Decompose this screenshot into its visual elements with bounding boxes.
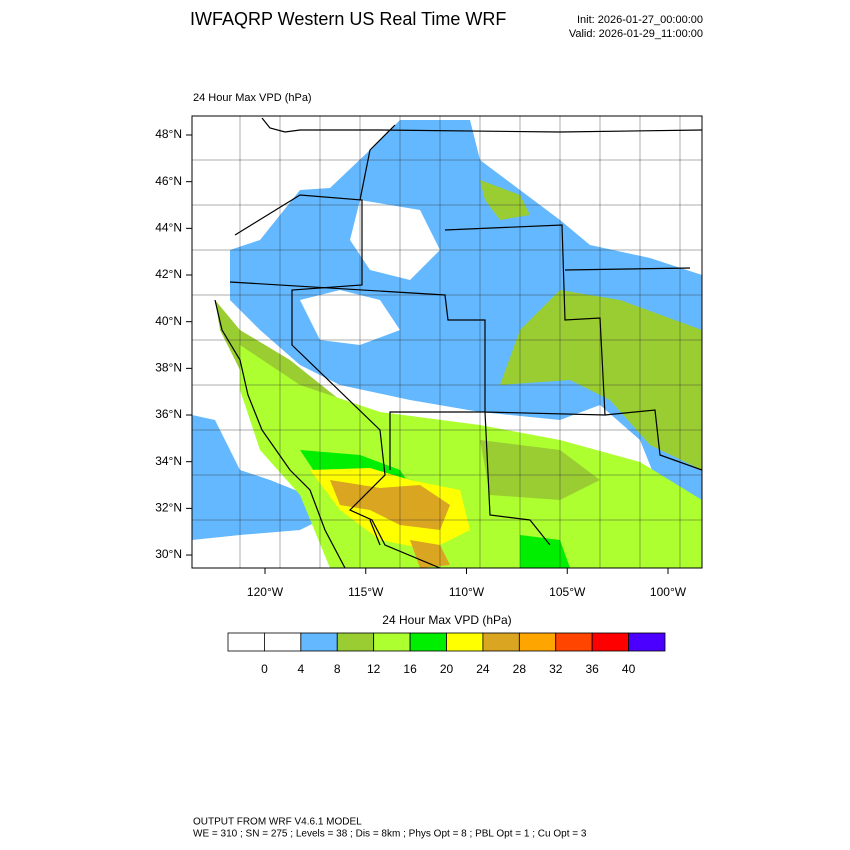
map-title: 24 Hour Max VPD (hPa) [193,92,312,104]
colorbar-label: 20 [440,662,454,676]
colorbar-label: 16 [403,662,417,676]
colorbar-label: 28 [513,662,527,676]
valid-time: Valid: 2026-01-29_11:00:00 [569,28,703,40]
colorbar-label: 32 [549,662,563,676]
lon-label: 120°W [247,585,284,599]
lat-label: 46°N [155,174,182,188]
colorbar-label: 24 [476,662,490,676]
lat-label: 36°N [155,407,182,421]
colorbar-label: 0 [261,662,268,676]
lat-label: 48°N [155,127,182,141]
colorbar-swatch [409,632,447,652]
lon-label: 115°W [348,585,384,599]
colorbar-swatch [446,632,484,652]
colorbar-label: 8 [334,662,341,676]
footer-settings: WE = 310 ; SN = 275 ; Levels = 38 ; Dis … [193,829,587,840]
lat-label: 42°N [155,267,182,281]
colorbar-swatch [300,632,338,652]
lat-label: 32°N [155,501,182,515]
colorbar-swatch [227,632,265,652]
lat-label: 44°N [155,221,182,235]
colorbar-swatch [336,632,375,652]
colorbar-swatch [264,632,302,652]
colorbar-label: 36 [585,662,599,676]
colorbar-title: 24 Hour Max VPD (hPa) [382,613,511,627]
colorbar-swatch [482,632,520,652]
lon-label: 110°W [449,585,485,599]
colorbar-swatch [555,632,593,652]
vpd-map [192,116,702,568]
colorbar-swatch [628,632,666,652]
lat-label: 40°N [155,314,182,328]
map-frame [191,115,703,569]
main-title: IWFAQRP Western US Real Time WRF [190,9,506,29]
colorbar-swatch [591,632,629,652]
colorbar-label: 4 [297,662,304,676]
footer-model: OUTPUT FROM WRF V4.6.1 MODEL [193,817,362,828]
colorbar-label: 12 [367,662,381,676]
lat-label: 34°N [155,454,182,468]
init-time: Init: 2026-01-27_00:00:00 [577,14,703,26]
colorbar-label: 40 [622,662,636,676]
lon-label: 100°W [650,585,687,599]
lat-label: 38°N [155,361,182,375]
lat-label: 30°N [155,547,182,561]
lon-label: 105°W [549,585,586,599]
colorbar-swatch [373,632,411,652]
colorbar-swatch [518,632,557,652]
